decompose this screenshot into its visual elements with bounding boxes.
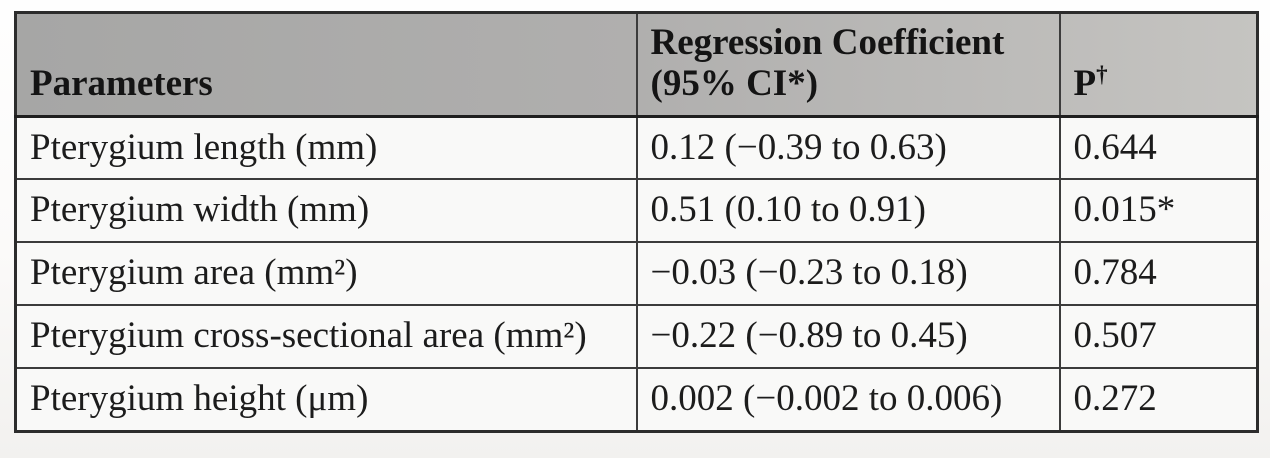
p-value-cell: 0.272 [1058,367,1259,433]
table-row: Pterygium height (μm) 0.002 (−0.002 to 0… [14,367,1259,433]
coefficient-cell: 0.12 (−0.39 to 0.63) [635,115,1061,181]
parameter-cell: Pterygium cross-sectional area (mm²) [14,304,638,370]
coefficient-cell: −0.22 (−0.89 to 0.45) [635,304,1061,370]
dagger-footnote-marker: † [1096,62,1108,88]
table-row: Pterygium width (mm) 0.51 (0.10 to 0.91)… [14,178,1259,244]
parameter-cell: Pterygium length (mm) [14,115,638,181]
col-header-p-label: P [1073,63,1097,105]
col-header-p-value: P† [1058,11,1259,118]
parameter-cell: Pterygium height (μm) [14,367,638,433]
p-value-cell: 0.015* [1058,178,1259,244]
header-row: Parameters Regression Coefficient (95% C… [14,11,1259,118]
table-row: Pterygium length (mm) 0.12 (−0.39 to 0.6… [14,115,1259,181]
parameter-cell: Pterygium width (mm) [14,178,638,244]
coefficient-cell: −0.03 (−0.23 to 0.18) [635,241,1061,307]
col-header-regression-coefficient: Regression Coefficient (95% CI*) [635,11,1061,118]
coefficient-cell: 0.002 (−0.002 to 0.006) [635,367,1061,433]
col-header-regression-coefficient-label: Regression Coefficient (95% CI*) [650,22,1005,105]
table-row: Pterygium cross-sectional area (mm²) −0.… [14,304,1259,370]
p-value-cell: 0.507 [1058,304,1259,370]
col-header-parameters-label: Parameters [30,63,213,105]
p-value-cell: 0.784 [1058,241,1259,307]
regression-results-table: Parameters Regression Coefficient (95% C… [14,11,1259,433]
p-value-cell: 0.644 [1058,115,1259,181]
coefficient-cell: 0.51 (0.10 to 0.91) [635,178,1061,244]
col-header-parameters: Parameters [14,11,638,118]
table-row: Pterygium area (mm²) −0.03 (−0.23 to 0.1… [14,241,1259,307]
parameter-cell: Pterygium area (mm²) [14,241,638,307]
